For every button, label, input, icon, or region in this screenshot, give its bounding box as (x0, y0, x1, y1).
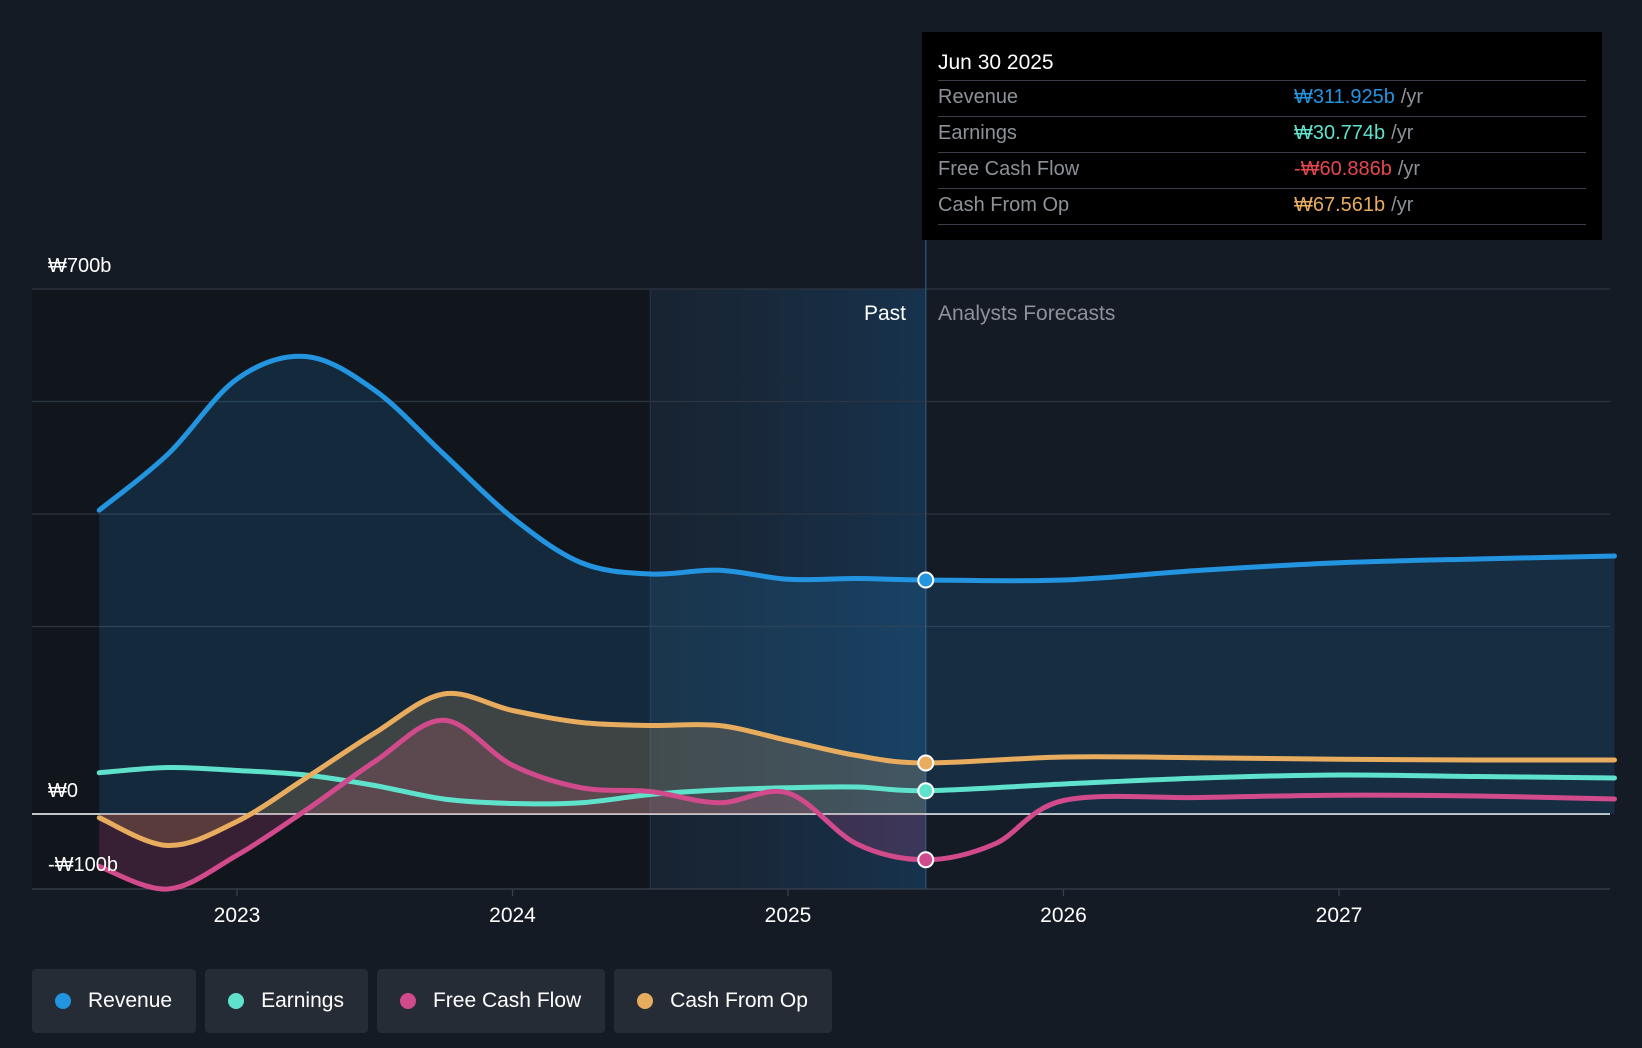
forecast-label: Analysts Forecasts (938, 302, 1115, 325)
past-label: Past (864, 302, 906, 325)
free-cash-flow-line (96, 717, 1617, 892)
legend-dot-icon (228, 993, 245, 1009)
y-label-neg100b: -₩100b (48, 854, 118, 876)
y-label-0: ₩0 (48, 780, 78, 802)
legend-label: Cash From Op (670, 989, 808, 1012)
legend-label: Earnings (261, 989, 344, 1012)
tooltip-unit: /yr (1391, 194, 1414, 216)
x-tick-2024: 2024 (489, 904, 536, 927)
tooltip-unit: /yr (1400, 86, 1424, 108)
legend-dot-icon (637, 993, 654, 1009)
cash-from-op-marker (917, 754, 935, 772)
tooltip-value: ₩67.561b (1294, 194, 1386, 216)
legend-item-earnings[interactable]: Earnings (205, 969, 368, 1033)
cash-from-op-line (96, 690, 1617, 849)
revenue-marker (917, 571, 935, 589)
x-tick-2027: 2027 (1316, 904, 1363, 927)
legend-label: Free Cash Flow (432, 989, 582, 1012)
tooltip-label: Revenue (938, 86, 1019, 108)
tooltip-row-revenue: Revenue ₩311.925b /yr (938, 80, 1586, 116)
legend-dot-icon (55, 993, 71, 1009)
tooltip-value: -₩60.886b (1294, 158, 1392, 180)
x-tick-2026: 2026 (1040, 904, 1087, 927)
tooltip-row-free-cash-flow: Free Cash Flow -₩60.886b /yr (938, 152, 1586, 188)
tooltip-unit: /yr (1391, 122, 1414, 144)
revenue-line (96, 353, 1617, 584)
tooltip-label: Earnings (938, 122, 1017, 144)
earnings-marker (917, 782, 935, 800)
tooltip-row-cash-from-op: Cash From Op ₩67.561b /yr (938, 188, 1586, 225)
tooltip-label: Cash From Op (938, 194, 1070, 216)
legend: Revenue Earnings Free Cash Flow Cash Fro… (32, 969, 832, 1033)
legend-item-revenue[interactable]: Revenue (32, 969, 197, 1033)
y-label-700b: ₩700b (48, 255, 111, 277)
tooltip: Jun 30 2025 Revenue ₩311.925b /yr Earnin… (922, 32, 1602, 240)
legend-label: Revenue (88, 989, 173, 1012)
tooltip-label: Free Cash Flow (938, 158, 1080, 180)
legend-item-cash-from-op[interactable]: Cash From Op (614, 969, 832, 1033)
x-tick-2023: 2023 (214, 904, 261, 927)
past-region (32, 289, 651, 889)
legend-item-free-cash-flow[interactable]: Free Cash Flow (376, 969, 606, 1033)
tooltip-date: Jun 30 2025 (938, 51, 1054, 74)
tooltip-value: ₩30.774b (1294, 122, 1386, 144)
tooltip-row-earnings: Earnings ₩30.774b /yr (938, 116, 1586, 152)
tooltip-value: ₩311.925b (1294, 86, 1395, 108)
legend-dot-icon (399, 993, 416, 1009)
x-tick-2025: 2025 (765, 904, 812, 927)
free-cash-flow-marker (917, 851, 935, 869)
tooltip-unit: /yr (1397, 158, 1421, 180)
